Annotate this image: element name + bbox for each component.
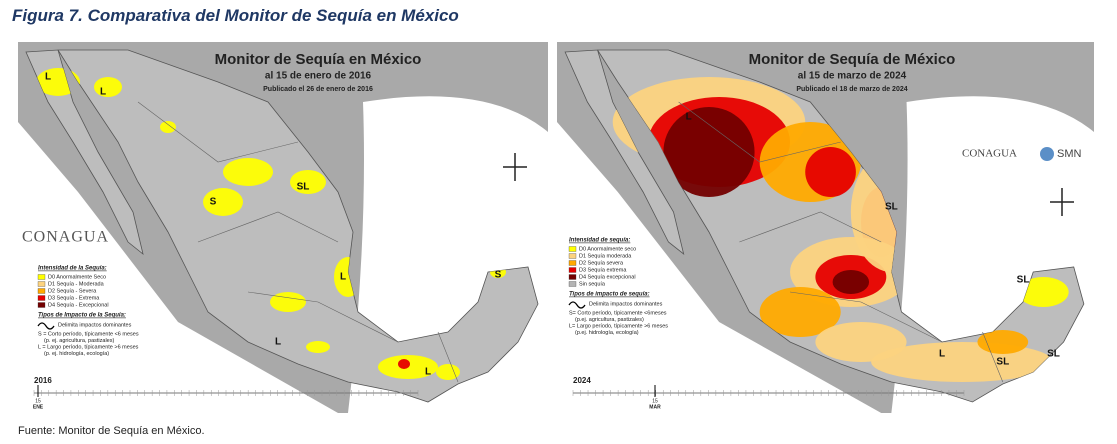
figure-title: Figura 7. Comparativa del Monitor de Seq…	[12, 6, 459, 25]
impact-note: (p. ej. agricultura, pastizales)	[44, 338, 114, 344]
drought-area	[663, 107, 755, 197]
impact-label: L	[45, 72, 51, 83]
state-borders	[137, 101, 459, 383]
impact-label: L	[275, 337, 281, 348]
logo2: SMN	[1057, 148, 1082, 160]
impact-note: (p.ej. agricultura, pastizales)	[575, 317, 644, 323]
legend-swatch	[568, 267, 577, 273]
impact-note: S = Corto período, típicamente <6 meses	[38, 331, 139, 337]
year: 2024	[573, 376, 591, 385]
legend-label: D1 Sequía - Moderada	[48, 281, 105, 287]
pacific	[18, 122, 338, 413]
drought-area	[398, 359, 410, 369]
drought-map: L SL SL L SL SL Monitor de Sequía de México al …	[557, 42, 1094, 414]
impact-title: Tipos de Impacto de la Sequía:	[38, 313, 126, 319]
legend-swatch	[37, 274, 46, 280]
legend-swatch	[568, 274, 577, 280]
legend-swatch	[568, 253, 577, 259]
legend-label: D3 Sequía - Extrema	[48, 295, 100, 301]
impact-line-icon	[568, 301, 586, 309]
legend-label: D4 Sequía excepcional	[579, 274, 636, 280]
timeline-day: 15	[652, 398, 658, 404]
legend-label: Sin sequía	[579, 281, 606, 287]
drought-area	[805, 147, 856, 197]
impact-note: L = Largo período, típicamente >6 meses	[38, 344, 139, 350]
legend-swatch	[568, 246, 577, 252]
legend-label: D0 Anormalmente Seco	[48, 274, 106, 280]
legend-swatch	[37, 281, 46, 287]
impact-note: S= Corto período, típicamente <6meses	[569, 310, 667, 316]
map-date: al 15 de enero de 2016	[265, 71, 372, 82]
impact-label: L	[686, 112, 692, 123]
source: Fuente: Monitor de Sequía en México.	[18, 425, 205, 437]
drought-area	[832, 270, 870, 294]
impact-label: SL	[297, 182, 310, 193]
map-title: Monitor de Sequía en México	[215, 51, 422, 68]
drought-area	[290, 170, 326, 194]
impact-label: SL	[885, 202, 898, 213]
impact-label: S	[210, 197, 217, 208]
north-arrow	[503, 153, 527, 181]
state-borders	[678, 101, 1004, 383]
map-title: Monitor de Sequía de México	[749, 51, 956, 68]
timeline-month: MAR	[649, 404, 661, 410]
legend-swatch	[568, 281, 577, 287]
impact-note: (p. ej. hidrología, ecología)	[44, 351, 109, 357]
drought-area	[815, 322, 907, 362]
legend-swatch	[37, 295, 46, 301]
logo2-icon	[1040, 147, 1054, 161]
impact-label: L	[340, 272, 346, 283]
drought-area	[203, 188, 243, 216]
logo: CONAGUA	[962, 148, 1017, 160]
impact-line: Delimita impactos dominantes	[58, 322, 132, 328]
legend-swatch	[37, 302, 46, 308]
impact-line-icon	[37, 322, 55, 330]
impact-label: SL	[1047, 349, 1060, 360]
year: 2016	[34, 376, 52, 385]
legend-title: Intensidad de sequía:	[569, 238, 630, 244]
impact-title: Tipos de impacto de sequía:	[569, 292, 650, 298]
impact-label: SL	[1017, 275, 1030, 286]
map-date: al 15 de marzo de 2024	[798, 71, 907, 82]
impact-line: Delimita impactos dominantes	[589, 301, 663, 307]
drought-area	[223, 158, 273, 186]
logo: CONAGUA	[22, 229, 109, 246]
map-published: Publicado el 18 de marzo de 2024	[796, 86, 907, 93]
legend-swatch	[37, 288, 46, 294]
drought-area	[759, 287, 841, 337]
pacific	[557, 122, 882, 413]
legend-title: Intensidad de la Sequía:	[38, 266, 107, 272]
legend-label: D1 Sequía moderada	[579, 253, 632, 259]
drought-area	[977, 330, 1029, 354]
legend-label: D2 Sequía - Severa	[48, 288, 97, 294]
impact-label: SL	[996, 357, 1009, 368]
timeline-day: 15	[35, 398, 41, 404]
impact-label: L	[100, 87, 106, 98]
impact-note: (p.ej. hidrología, ecología)	[575, 330, 639, 336]
drought-area	[436, 364, 460, 380]
legend-label: D3 Sequía extrema	[579, 267, 627, 273]
drought-area	[306, 341, 330, 353]
impact-label: L	[425, 367, 431, 378]
drought-area	[94, 77, 122, 97]
drought-area	[1018, 277, 1069, 307]
legend-swatch	[568, 260, 577, 266]
legend-label: D4 Sequía - Excepcional	[48, 302, 109, 308]
mexico-land	[25, 49, 539, 403]
map-published: Publicado el 26 de enero de 2016	[263, 86, 373, 93]
impact-label: L	[939, 349, 945, 360]
legend-label: D0 Anormalmente seco	[579, 246, 636, 252]
drought-area	[160, 121, 176, 133]
drought-area	[270, 292, 306, 312]
north-arrow	[1050, 188, 1074, 216]
legend-label: D2 Sequía severa	[579, 260, 624, 266]
impact-label: S	[495, 270, 502, 281]
impact-note: L= Largo período, típicamente >6 meses	[569, 323, 668, 329]
timeline-month: ENE	[33, 404, 44, 410]
